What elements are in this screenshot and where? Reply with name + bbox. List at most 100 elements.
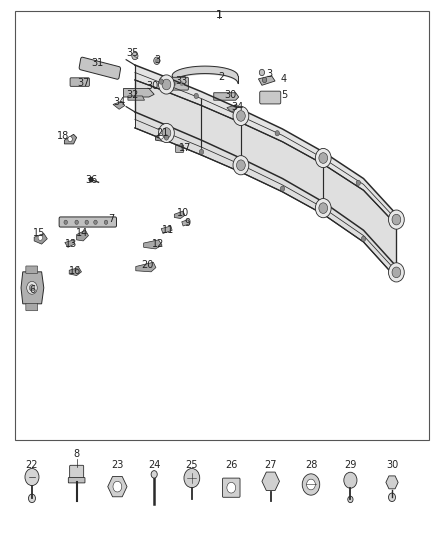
Text: 17: 17	[179, 143, 191, 153]
Polygon shape	[65, 240, 74, 247]
Circle shape	[38, 235, 42, 240]
Text: 3: 3	[266, 69, 272, 78]
Circle shape	[361, 236, 366, 241]
Polygon shape	[21, 272, 44, 304]
Circle shape	[280, 186, 285, 191]
Circle shape	[162, 128, 171, 139]
Circle shape	[259, 69, 265, 76]
Text: 20: 20	[141, 260, 154, 270]
Polygon shape	[135, 112, 396, 278]
FancyBboxPatch shape	[59, 217, 117, 227]
Circle shape	[389, 263, 404, 282]
Circle shape	[194, 93, 198, 99]
Polygon shape	[77, 230, 88, 241]
Text: 34: 34	[113, 98, 125, 107]
Text: 37: 37	[77, 78, 89, 87]
Text: 4: 4	[281, 74, 287, 84]
Circle shape	[85, 220, 88, 224]
Text: 8: 8	[74, 449, 80, 459]
Polygon shape	[34, 233, 47, 244]
Polygon shape	[182, 220, 190, 226]
Circle shape	[392, 214, 401, 225]
Circle shape	[184, 469, 200, 488]
Circle shape	[199, 149, 204, 155]
Text: 25: 25	[186, 460, 198, 470]
FancyBboxPatch shape	[223, 478, 240, 497]
Circle shape	[159, 124, 174, 143]
Circle shape	[315, 199, 331, 217]
Text: 12: 12	[152, 239, 164, 248]
Circle shape	[233, 156, 249, 175]
Text: 16: 16	[69, 266, 81, 276]
Circle shape	[162, 79, 171, 90]
Text: 14: 14	[76, 228, 88, 238]
Circle shape	[392, 267, 401, 278]
Circle shape	[154, 57, 160, 64]
Text: 33: 33	[176, 76, 188, 86]
FancyBboxPatch shape	[70, 78, 89, 86]
Polygon shape	[136, 262, 156, 272]
FancyBboxPatch shape	[26, 303, 38, 311]
Circle shape	[159, 75, 174, 94]
Circle shape	[233, 106, 249, 126]
Circle shape	[104, 220, 108, 224]
Circle shape	[68, 136, 72, 142]
Circle shape	[344, 472, 357, 488]
Text: 22: 22	[26, 460, 38, 470]
Circle shape	[315, 148, 331, 167]
Circle shape	[28, 494, 35, 503]
Text: 34: 34	[231, 102, 244, 111]
Polygon shape	[64, 134, 77, 144]
Bar	[15, 11, 429, 440]
Text: 31: 31	[91, 58, 103, 68]
Circle shape	[64, 220, 67, 224]
Circle shape	[27, 281, 37, 294]
Polygon shape	[69, 268, 81, 276]
Circle shape	[307, 479, 315, 490]
Polygon shape	[144, 240, 162, 249]
Circle shape	[75, 220, 78, 224]
Polygon shape	[161, 226, 172, 233]
Polygon shape	[135, 65, 396, 225]
Text: 30: 30	[224, 90, 236, 100]
Text: 7: 7	[108, 214, 114, 223]
Text: 30: 30	[146, 82, 159, 91]
Circle shape	[159, 79, 163, 84]
Polygon shape	[124, 88, 154, 97]
Circle shape	[237, 111, 245, 122]
Polygon shape	[174, 211, 185, 219]
Text: 2: 2	[218, 72, 224, 82]
Circle shape	[237, 160, 245, 171]
Text: 32: 32	[126, 90, 138, 100]
FancyBboxPatch shape	[176, 145, 184, 152]
Circle shape	[319, 203, 328, 213]
Circle shape	[262, 77, 267, 83]
Circle shape	[132, 52, 138, 60]
Circle shape	[89, 177, 93, 182]
FancyBboxPatch shape	[68, 478, 85, 483]
FancyBboxPatch shape	[26, 266, 38, 273]
Circle shape	[389, 493, 396, 502]
Text: 21: 21	[156, 128, 168, 138]
Circle shape	[180, 82, 183, 85]
Circle shape	[389, 210, 404, 229]
Text: 10: 10	[177, 208, 189, 218]
Text: 36: 36	[85, 175, 97, 185]
Circle shape	[94, 220, 97, 224]
FancyBboxPatch shape	[70, 465, 84, 481]
Polygon shape	[258, 76, 275, 85]
Circle shape	[113, 481, 122, 492]
Circle shape	[151, 471, 157, 478]
Text: 5: 5	[281, 90, 287, 100]
Polygon shape	[227, 104, 239, 112]
Circle shape	[155, 59, 158, 62]
Text: 1: 1	[215, 10, 223, 20]
Text: 15: 15	[33, 229, 46, 238]
Polygon shape	[155, 132, 167, 141]
Polygon shape	[113, 101, 125, 109]
Circle shape	[173, 82, 176, 85]
Text: 13: 13	[65, 239, 78, 248]
Circle shape	[25, 469, 39, 486]
Text: 11: 11	[162, 225, 174, 235]
Polygon shape	[135, 80, 396, 266]
